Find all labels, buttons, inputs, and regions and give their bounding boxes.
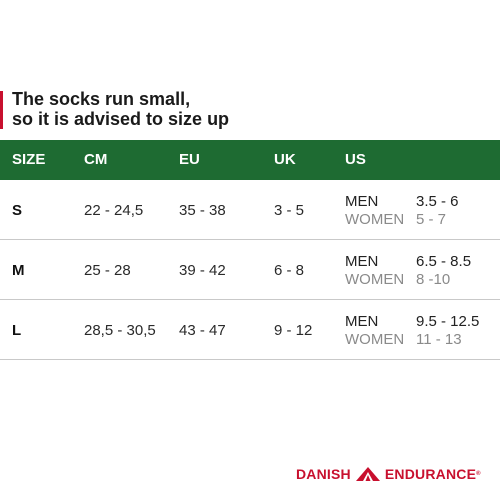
- men-value: 6.5 - 8.5: [416, 253, 472, 270]
- women-value: 8 -10: [416, 271, 451, 288]
- eu-cell: 43 - 47: [179, 322, 226, 339]
- cm-cell: 28,5 - 30,5: [84, 322, 156, 339]
- size-chart-table: SIZE CM EU UK US S 22 - 24,5 35 - 38 3 -…: [0, 140, 500, 360]
- header-us: US: [345, 151, 366, 168]
- uk-cell: 6 - 8: [274, 262, 305, 279]
- cm-cell: 22 - 24,5: [84, 202, 144, 219]
- men-value: 9.5 - 12.5: [416, 313, 480, 330]
- registered-mark: ®: [476, 471, 481, 477]
- men-label: MEN: [345, 313, 379, 330]
- table-row: L 28,5 - 30,5 43 - 47 9 - 12 MEN 9.5 - 1…: [0, 300, 500, 360]
- accent-bar: [0, 91, 3, 129]
- header-size: SIZE: [12, 151, 46, 168]
- eu-cell: 35 - 38: [179, 202, 226, 219]
- notice-line-1: The socks run small,: [12, 89, 191, 109]
- women-value: 11 - 13: [416, 331, 462, 348]
- notice-line-2: so it is advised to size up: [12, 109, 230, 129]
- men-label: MEN: [345, 193, 379, 210]
- cm-cell: 25 - 28: [84, 262, 131, 279]
- notice-text: The socks run small, so it is advised to…: [12, 89, 229, 129]
- brand-logo: DANISH ENDURANCE ®: [296, 466, 481, 482]
- table-header: SIZE CM EU UK US: [0, 140, 500, 180]
- uk-cell: 3 - 5: [274, 202, 305, 219]
- table-row: S 22 - 24,5 35 - 38 3 - 5 MEN 3.5 - 6 WO…: [0, 180, 500, 240]
- header-eu: EU: [179, 151, 200, 168]
- size-cell: S: [12, 202, 23, 219]
- table-row: M 25 - 28 39 - 42 6 - 8 MEN 6.5 - 8.5 WO…: [0, 240, 500, 300]
- men-label: MEN: [345, 253, 379, 270]
- women-label: WOMEN: [345, 211, 405, 228]
- header-uk: UK: [274, 151, 296, 168]
- uk-cell: 9 - 12: [274, 322, 313, 339]
- women-label: WOMEN: [345, 271, 405, 288]
- header-cm: CM: [84, 151, 108, 168]
- eu-cell: 39 - 42: [179, 262, 226, 279]
- mountain-logo-icon: [355, 467, 380, 481]
- women-value: 5 - 7: [416, 211, 447, 228]
- size-cell: M: [12, 262, 25, 279]
- size-advice-notice: The socks run small, so it is advised to…: [0, 89, 229, 129]
- women-label: WOMEN: [345, 331, 405, 348]
- size-cell: L: [12, 322, 22, 339]
- brand-name-left: DANISH: [296, 466, 351, 482]
- men-value: 3.5 - 6: [416, 193, 459, 210]
- brand-name-right: ENDURANCE: [384, 466, 477, 482]
